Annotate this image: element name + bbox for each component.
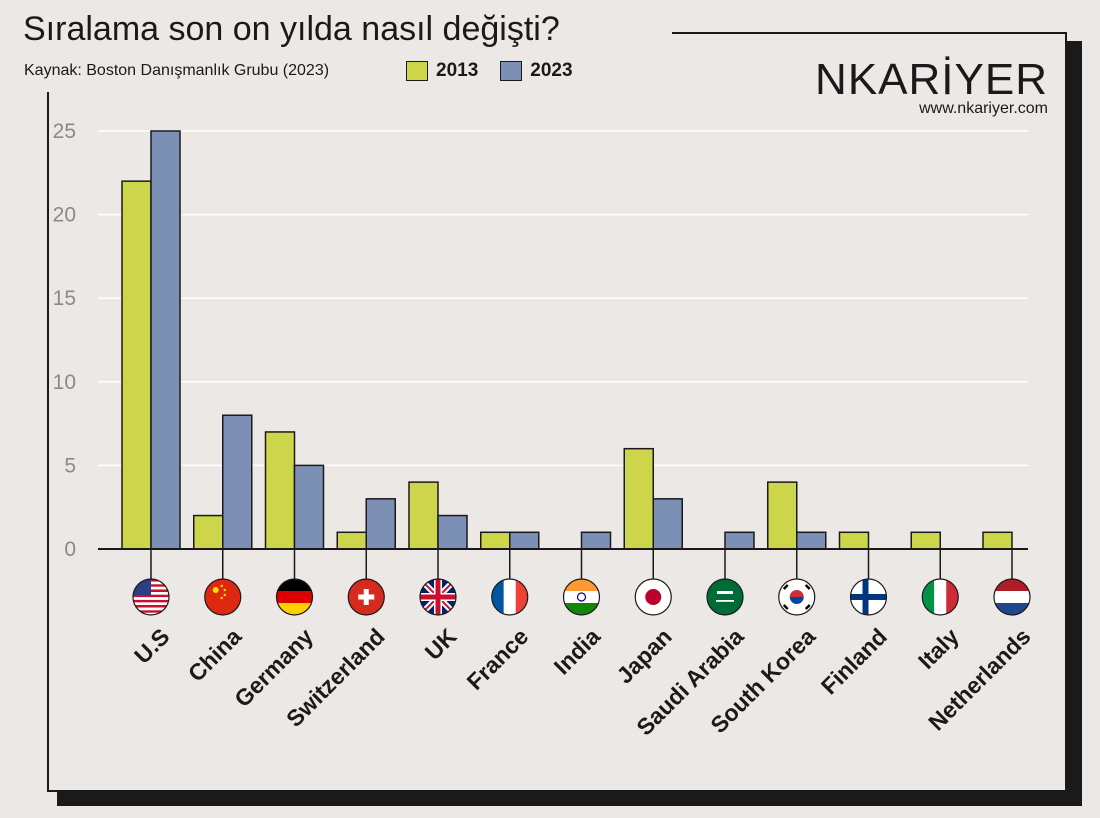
bar-2013-france bbox=[480, 531, 511, 550]
legend: 2013 2023 bbox=[406, 60, 573, 82]
bar-2013-switzerland bbox=[336, 531, 367, 550]
source-note: Kaynak: Boston Danışmanlık Grubu (2023) bbox=[24, 62, 330, 79]
y-tick-label-0: 0 bbox=[64, 538, 76, 561]
chart-title: Sıralama son on yılda nasıl değişti? bbox=[23, 10, 560, 48]
brand-url: www.nkariyer.com bbox=[919, 100, 1048, 117]
bar-2023-india bbox=[580, 531, 612, 550]
bar-2013-south-korea bbox=[767, 481, 798, 550]
netherlands-flag-icon bbox=[993, 578, 1031, 616]
india-flag-icon bbox=[562, 578, 601, 616]
x-category-label: China bbox=[183, 623, 247, 687]
france-flag-icon bbox=[491, 578, 529, 616]
y-tick-label-25: 25 bbox=[53, 120, 76, 143]
x-category-label: U.S bbox=[129, 623, 174, 668]
bar-2023-switzerland bbox=[365, 498, 396, 550]
finland-flag-icon bbox=[849, 578, 888, 616]
bar-2013-china bbox=[193, 514, 224, 550]
south-korea-flag-icon bbox=[778, 578, 816, 616]
y-tick-label-10: 10 bbox=[53, 371, 76, 394]
x-category-label: France bbox=[462, 623, 534, 695]
x-category-label: India bbox=[549, 623, 605, 679]
bar-2013-germany bbox=[264, 431, 296, 550]
japan-flag-icon bbox=[634, 578, 672, 616]
germany-flag-icon bbox=[275, 578, 314, 616]
bar-2023-south-korea bbox=[796, 531, 827, 550]
bar-2023-germany bbox=[293, 464, 325, 550]
legend-item-2013: 2013 bbox=[406, 60, 478, 82]
bar-2013-finland bbox=[838, 531, 870, 550]
x-category-label: UK bbox=[420, 623, 462, 665]
bar-2013-netherlands bbox=[982, 531, 1013, 550]
bar-2023-japan bbox=[652, 498, 683, 550]
bar-2023-u-s bbox=[150, 130, 181, 550]
uk-flag-icon bbox=[419, 578, 457, 616]
x-category-label: Japan bbox=[611, 623, 676, 688]
brand-logo: NKARİYER www.nkariyer.com bbox=[815, 58, 1048, 118]
switzerland-flag-icon bbox=[347, 578, 385, 616]
bar-2023-france bbox=[509, 531, 540, 550]
italy-flag-icon bbox=[921, 578, 959, 616]
title-area bbox=[0, 0, 672, 92]
bar-2013-u-s bbox=[121, 180, 152, 550]
legend-label-2023: 2023 bbox=[530, 60, 573, 81]
y-tick-label-5: 5 bbox=[64, 454, 76, 477]
brand-name: NKARİYER bbox=[815, 55, 1048, 104]
legend-swatch-2013 bbox=[406, 61, 428, 81]
x-category-label: Finland bbox=[816, 623, 892, 699]
us-flag-icon bbox=[132, 578, 170, 616]
bar-2013-japan bbox=[623, 447, 654, 550]
legend-item-2023: 2023 bbox=[500, 60, 573, 82]
chart-frame bbox=[47, 32, 1067, 792]
china-flag-icon bbox=[204, 578, 242, 616]
legend-swatch-2023 bbox=[500, 61, 523, 81]
y-tick-label-20: 20 bbox=[53, 204, 76, 227]
bar-2023-uk bbox=[437, 514, 468, 550]
bar-2013-uk bbox=[408, 481, 439, 550]
x-category-label: Italy bbox=[913, 623, 964, 674]
y-tick-label-15: 15 bbox=[53, 287, 76, 310]
bar-2023-saudi-arabia bbox=[724, 531, 755, 550]
bar-2023-china bbox=[222, 414, 253, 550]
legend-label-2013: 2013 bbox=[436, 60, 479, 81]
bar-2013-italy bbox=[910, 531, 941, 550]
saudi-arabia-flag-icon bbox=[706, 578, 744, 616]
